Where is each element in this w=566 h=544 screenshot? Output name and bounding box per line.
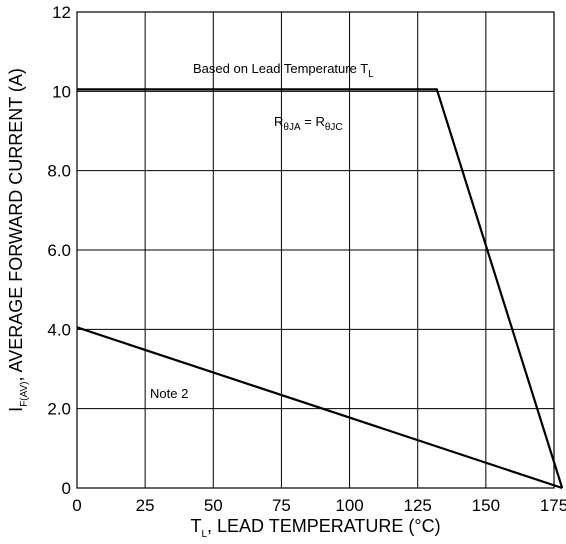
x-axis-title-rest: , LEAD TEMPERATURE (°C) — [207, 516, 441, 536]
x-tick-label: 75 — [272, 496, 291, 515]
x-tick-label: 25 — [136, 496, 155, 515]
y-axis-title-sub: F(AV) — [19, 381, 30, 406]
annotation-note-2: Note 2 — [150, 386, 188, 401]
x-tick-label: 50 — [204, 496, 223, 515]
y-tick-label: 0 — [62, 479, 71, 498]
y-tick-label: 4.0 — [47, 320, 71, 339]
series-line-1 — [77, 88, 564, 489]
y-tick-label: 10 — [52, 82, 71, 101]
annotation-lead-temperature-sub: L — [368, 69, 374, 80]
x-axis-title-main: T — [190, 516, 201, 536]
x-tick-label: 150 — [472, 496, 500, 515]
annotation-lead-temperature-text: Based on Lead Temperature T — [193, 61, 368, 76]
annotation-r-sub2: θJC — [325, 122, 343, 133]
y-axis-title-rest: , AVERAGE FORWARD CURRENT (A) — [6, 68, 26, 381]
y-axis-title: IF(AV), AVERAGE FORWARD CURRENT (A) — [6, 68, 30, 412]
series-line-2 — [76, 326, 563, 490]
series-group — [76, 88, 564, 490]
plot-frame — [76, 11, 555, 489]
annotation-r-main1: R — [274, 114, 283, 129]
y-tick-label: 8.0 — [47, 162, 71, 181]
y-tick-labels: 0 2.0 4.0 6.0 8.0 10 12 — [47, 3, 71, 498]
annotation-r-sub1: θJA — [283, 122, 301, 133]
y-tick-label: 6.0 — [47, 241, 71, 260]
x-axis-title: TL, LEAD TEMPERATURE (°C) — [190, 516, 440, 540]
annotation-lead-temperature: Based on Lead Temperature TL — [193, 61, 374, 80]
grid-lines — [77, 12, 554, 488]
x-tick-labels: 0 25 50 75 100 125 150 175 — [72, 496, 566, 515]
x-tick-label: 100 — [335, 496, 363, 515]
y-tick-label: 2.0 — [47, 400, 71, 419]
x-tick-label: 0 — [72, 496, 81, 515]
y-axis-title-main: I — [6, 407, 26, 412]
x-tick-label: 175 — [540, 496, 566, 515]
y-tick-label: 12 — [52, 3, 71, 22]
annotation-r-mid: = R — [301, 114, 325, 129]
annotation-thermal-resistance: RθJA = RθJC — [274, 114, 343, 133]
x-tick-label: 125 — [404, 496, 432, 515]
x-axis-title-sub: L — [201, 529, 207, 540]
